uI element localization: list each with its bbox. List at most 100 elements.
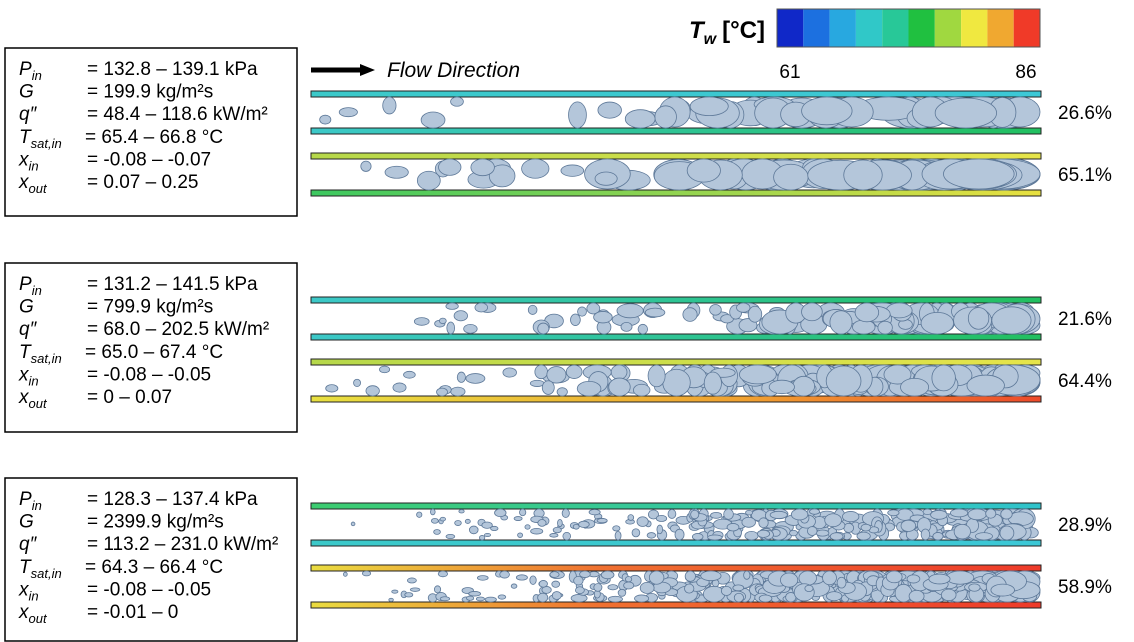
bubble	[737, 303, 750, 312]
bubble	[791, 509, 807, 520]
bubble	[855, 303, 879, 322]
bubble	[921, 312, 954, 334]
bubble	[475, 303, 488, 312]
bubble	[580, 571, 591, 578]
param-value: = 799.9 kg/m²s	[87, 297, 213, 318]
panels: Pin= 132.8 – 139.1 kPaG= 199.9 kg/m²sq″=…	[5, 48, 1112, 641]
param-sub: in	[29, 158, 39, 173]
bubble	[793, 376, 815, 396]
void-fraction: 21.6%	[1058, 309, 1112, 330]
bubble	[500, 571, 510, 578]
bubble	[637, 517, 648, 527]
bubble	[552, 592, 561, 600]
param-value: = 64.3 – 66.4 °C	[85, 557, 223, 578]
bubble	[986, 509, 996, 518]
bubble	[531, 528, 543, 534]
bubble	[434, 586, 440, 593]
channel-wall	[311, 334, 1041, 340]
bubble	[907, 575, 920, 583]
param-line: G	[19, 297, 34, 318]
param-symbol: P	[19, 489, 32, 510]
bubble	[683, 308, 697, 322]
bubble	[724, 509, 734, 519]
bubble	[414, 318, 429, 326]
bubble	[434, 530, 441, 535]
bubble	[608, 585, 618, 590]
bubble	[861, 524, 871, 531]
bubble	[451, 387, 465, 396]
bubble	[361, 161, 371, 171]
bubble	[421, 112, 445, 128]
bubble	[351, 522, 355, 526]
param-value: = 113.2 – 231.0 kW/m²	[87, 534, 278, 555]
bubble	[446, 534, 455, 538]
bubble	[354, 379, 361, 386]
colorbar-max: 86	[1015, 62, 1036, 83]
bubble	[392, 590, 398, 593]
bubble	[844, 160, 883, 190]
bubble	[389, 598, 394, 601]
bubble	[498, 595, 506, 599]
bubble	[440, 597, 450, 601]
bubble	[563, 532, 571, 540]
bubble	[932, 365, 955, 391]
bubble	[909, 590, 924, 602]
bubble	[701, 571, 721, 581]
bubble	[538, 593, 548, 602]
void-fraction: 58.9%	[1058, 577, 1112, 598]
bubble	[343, 572, 347, 576]
param-sub: in	[29, 588, 39, 603]
bubble	[491, 526, 498, 530]
bubble	[446, 303, 458, 309]
param-line: q″	[19, 534, 38, 555]
bubble	[379, 366, 389, 373]
bubble	[431, 518, 438, 523]
bubble	[901, 378, 929, 396]
channel	[311, 297, 1041, 340]
bubble	[621, 322, 632, 331]
channel	[311, 91, 1041, 134]
bubble	[430, 509, 435, 515]
bubble	[805, 585, 813, 591]
bubble	[594, 583, 602, 591]
channel-wall	[311, 503, 1041, 509]
bubble	[385, 166, 408, 178]
bubble	[799, 571, 817, 585]
flow-label: Flow Direction	[387, 59, 520, 82]
bubble	[552, 581, 560, 587]
bubble	[479, 535, 484, 540]
bubble	[837, 577, 846, 588]
param-value: = 65.4 – 66.8 °C	[85, 127, 223, 148]
param-value: = 132.8 – 139.1 kPa	[87, 59, 258, 80]
channel-wall	[311, 602, 1041, 608]
bubble	[550, 533, 558, 537]
bubble	[921, 529, 930, 540]
param-sub: sat,in	[31, 566, 62, 581]
bubble	[991, 584, 1015, 596]
bubble	[992, 307, 1031, 334]
bubble	[690, 97, 728, 116]
channel-wall	[311, 190, 1041, 196]
bubble	[530, 576, 536, 585]
bubble	[440, 517, 445, 521]
bubble	[675, 529, 684, 540]
bubble	[625, 110, 655, 128]
bubble	[790, 530, 798, 536]
bubble	[562, 509, 569, 517]
param-value: = 68.0 – 202.5 kW/m²	[87, 319, 269, 340]
bubble	[710, 304, 722, 315]
param-symbol: q″	[19, 319, 38, 340]
bubble	[525, 525, 530, 529]
bubble	[975, 533, 992, 540]
bubble	[923, 509, 932, 515]
bubble	[320, 115, 331, 124]
bubble	[624, 582, 634, 589]
colorbar-min: 61	[779, 62, 800, 83]
bubble	[668, 509, 676, 518]
figure: Tw[°C] 61 86 Flow Direction Pin= 132.8 –…	[0, 0, 1134, 642]
param-value: = 48.4 – 118.6 kW/m²	[87, 104, 268, 125]
bubble	[852, 320, 875, 334]
bubble	[648, 365, 665, 387]
bubble	[734, 593, 743, 602]
param-value: = 2399.9 kg/m²s	[87, 512, 224, 533]
